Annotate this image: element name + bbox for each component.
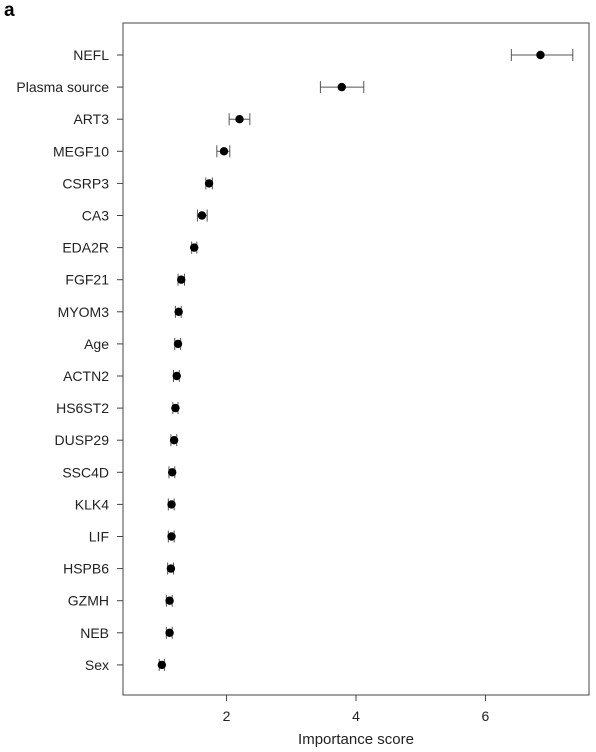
panel-label: a [4, 0, 15, 21]
category-label: MEGF10 [53, 143, 109, 159]
data-point [167, 532, 176, 541]
category-label: Plasma source [16, 79, 109, 95]
category-label: HS6ST2 [56, 400, 109, 416]
x-tick-label: 6 [482, 708, 490, 724]
y-axis: NEFL Plasma source ART3 MEGF10 CSRP3 CA3 EDA2R… [16, 47, 123, 673]
x-axis-title: Importance score [298, 731, 414, 748]
category-label: Sex [85, 657, 109, 673]
data-point [204, 179, 214, 188]
data-point [177, 275, 186, 284]
category-label: NEB [80, 625, 109, 641]
category-label: NEFL [73, 47, 109, 63]
category-label: CA3 [82, 208, 109, 224]
data-point [171, 403, 180, 413]
data-point [157, 660, 167, 670]
data-point [169, 436, 179, 445]
data-point [197, 211, 207, 220]
category-label: DUSP29 [55, 432, 110, 448]
category-label: SSC4D [62, 464, 109, 480]
x-tick-label: 2 [223, 708, 231, 724]
plot-frame [122, 22, 590, 696]
data-marks [157, 49, 574, 671]
data-point [536, 50, 545, 60]
category-label: KLK4 [75, 496, 109, 512]
category-label: LIF [89, 529, 109, 545]
data-point [165, 628, 174, 637]
x-tick-label: 4 [352, 708, 360, 724]
data-point [173, 339, 183, 349]
data-point [337, 82, 346, 92]
data-point [167, 500, 176, 509]
category-label: EDA2R [62, 240, 109, 256]
data-point [174, 307, 183, 316]
data-point [219, 147, 229, 156]
category-label: ART3 [73, 111, 109, 127]
data-point [165, 596, 174, 605]
category-label: ACTN2 [63, 368, 109, 384]
data-point [166, 564, 176, 573]
category-label: HSPB6 [63, 561, 109, 577]
category-label: GZMH [68, 593, 109, 609]
data-point [189, 243, 199, 252]
category-label: FGF21 [65, 272, 109, 288]
category-label: CSRP3 [62, 175, 109, 191]
category-label: MYOM3 [58, 304, 110, 320]
data-point [235, 115, 244, 124]
data-point [167, 468, 177, 477]
x-axis: 2 4 6 [223, 695, 490, 724]
data-point [172, 371, 181, 381]
category-label: Age [84, 336, 109, 352]
